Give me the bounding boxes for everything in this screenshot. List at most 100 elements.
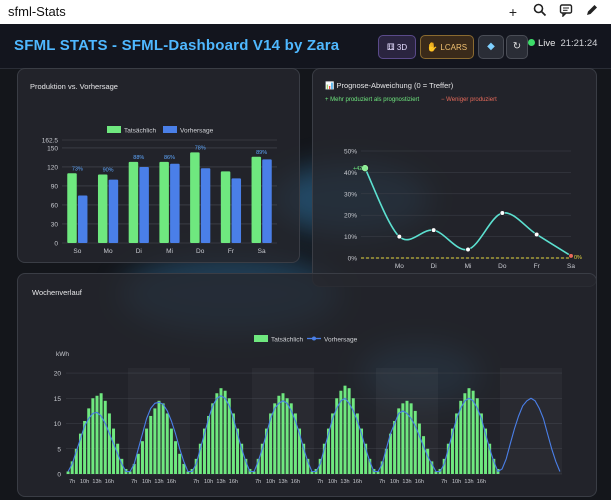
bar-actual bbox=[244, 458, 248, 474]
bar-actual bbox=[240, 443, 244, 474]
x-tick-label: 16h bbox=[167, 479, 176, 485]
x-tick-label: Fr bbox=[534, 263, 541, 270]
y-tick-label: 10% bbox=[344, 234, 357, 241]
bar-actual bbox=[186, 471, 190, 474]
3d-button[interactable]: ⚅ 3D bbox=[378, 35, 416, 59]
bar-actual bbox=[83, 421, 87, 474]
bar-actual bbox=[285, 398, 289, 474]
bar-actual bbox=[484, 428, 488, 474]
bar-actual bbox=[422, 436, 426, 474]
bar-actual bbox=[194, 458, 198, 474]
bar-forecast bbox=[200, 168, 211, 243]
x-tick-label: Do bbox=[498, 263, 507, 270]
browser-topbar: sfml-Stats + bbox=[0, 0, 611, 25]
x-tick-label: Di bbox=[136, 248, 142, 255]
gem-button[interactable]: ◆ bbox=[478, 35, 504, 59]
edit-icon[interactable] bbox=[583, 3, 601, 21]
deviation-panel: 📊 Prognose-Abweichung (0 = Treffer) + Me… bbox=[312, 68, 597, 287]
bar-actual bbox=[220, 171, 231, 243]
y-tick-label: 30 bbox=[51, 221, 59, 228]
bar-actual bbox=[149, 415, 153, 474]
bar-actual bbox=[351, 398, 355, 474]
refresh-button[interactable]: ↻ bbox=[506, 35, 528, 59]
hand-icon: ✋ bbox=[426, 42, 439, 52]
y-axis-label: kWh bbox=[56, 351, 69, 358]
x-tick-label: 13h bbox=[278, 479, 287, 485]
legend-swatch-actual bbox=[107, 126, 121, 133]
x-tick-label: 10h bbox=[142, 479, 151, 485]
bar-actual bbox=[446, 443, 450, 474]
plus-icon[interactable]: + bbox=[508, 4, 518, 20]
bar-actual bbox=[120, 458, 124, 474]
legend-under: − Weniger produziert bbox=[441, 97, 497, 103]
legend-swatch-actual bbox=[254, 335, 268, 342]
bar-actual bbox=[335, 398, 339, 474]
panel-title-wrap: 📊 Prognose-Abweichung (0 = Treffer) bbox=[325, 81, 453, 90]
data-point bbox=[534, 231, 540, 238]
bar-actual bbox=[298, 428, 302, 474]
data-label: 78% bbox=[195, 145, 206, 151]
bar-actual bbox=[273, 403, 277, 474]
bar-actual bbox=[264, 428, 268, 474]
x-tick-label: 7h bbox=[317, 479, 323, 485]
bar-actual bbox=[190, 152, 200, 243]
x-tick-label: 10h bbox=[328, 479, 337, 485]
bar-actual bbox=[128, 161, 139, 243]
x-tick-label: 13h bbox=[216, 479, 225, 485]
legend-label-forecast: Vorhersage bbox=[180, 128, 214, 135]
bar-actual bbox=[202, 428, 206, 474]
bar-actual bbox=[455, 413, 459, 474]
legend-label-forecast: Vorhersage bbox=[324, 337, 358, 344]
bar-actual bbox=[153, 408, 157, 474]
bar-actual bbox=[165, 413, 169, 474]
x-tick-label: Do bbox=[196, 248, 205, 255]
panel-title: Wochenverlauf bbox=[32, 288, 82, 297]
y-tick-label: 120 bbox=[47, 164, 58, 171]
bar-actual bbox=[364, 443, 368, 474]
dashboard: SFML STATS - SFML-Dashboard V14 by Zara … bbox=[0, 24, 611, 500]
y-tick-label: 0 bbox=[54, 241, 58, 248]
bar-actual bbox=[99, 393, 103, 474]
bar-actual bbox=[339, 390, 343, 474]
bar-actual bbox=[289, 403, 293, 474]
y-tick-label: 50% bbox=[344, 149, 357, 156]
y-tick-label: 60 bbox=[51, 202, 59, 209]
x-tick-label: 13h bbox=[340, 479, 349, 485]
bar-actual bbox=[426, 448, 430, 474]
search-icon[interactable] bbox=[531, 3, 549, 21]
refresh-icon: ↻ bbox=[512, 41, 522, 52]
bar-actual bbox=[178, 453, 182, 474]
legend-label-actual: Tatsächlich bbox=[271, 337, 304, 344]
bar-actual bbox=[368, 458, 372, 474]
bar-actual bbox=[479, 413, 483, 474]
bar-actual bbox=[227, 398, 231, 474]
day-band bbox=[500, 368, 562, 474]
bar-actual bbox=[182, 463, 186, 474]
live-label: Live bbox=[538, 38, 556, 49]
production-panel: Produktion vs. Vorhersage Tatsächlich Vor… bbox=[17, 68, 300, 263]
bar-actual bbox=[97, 174, 108, 243]
lcars-button[interactable]: ✋ LCARS bbox=[420, 35, 474, 59]
data-label: 86% bbox=[164, 155, 175, 161]
clock: 21:21:24 bbox=[560, 38, 598, 49]
x-tick-label: So bbox=[73, 248, 81, 255]
comment-icon[interactable] bbox=[557, 3, 575, 21]
x-tick-label: 7h bbox=[69, 479, 75, 485]
x-tick-label: Di bbox=[431, 263, 437, 270]
bar-actual bbox=[388, 433, 392, 474]
bar-actual bbox=[269, 413, 273, 474]
data-point bbox=[431, 227, 437, 233]
x-tick-label: 10h bbox=[390, 479, 399, 485]
bar-actual bbox=[310, 471, 314, 474]
legend-swatch-forecast bbox=[163, 126, 177, 133]
x-tick-label: 16h bbox=[291, 479, 300, 485]
bar-actual bbox=[236, 428, 240, 474]
bar-actual bbox=[384, 448, 388, 474]
bar-actual bbox=[302, 443, 306, 474]
deviation-line bbox=[364, 167, 572, 257]
bar-actual bbox=[103, 400, 107, 474]
y-tick-label: 15 bbox=[54, 396, 62, 403]
y-tick-label: 20% bbox=[344, 213, 357, 220]
